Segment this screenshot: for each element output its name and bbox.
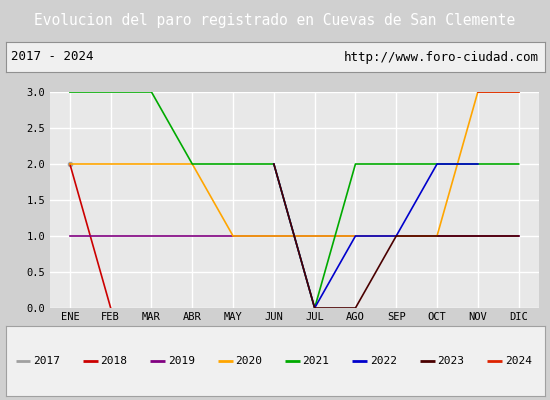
Text: 2020: 2020	[235, 356, 262, 366]
Text: Evolucion del paro registrado en Cuevas de San Clemente: Evolucion del paro registrado en Cuevas …	[34, 12, 516, 28]
Text: 2018: 2018	[101, 356, 128, 366]
Text: 2021: 2021	[302, 356, 329, 366]
Text: http://www.foro-ciudad.com: http://www.foro-ciudad.com	[344, 50, 539, 64]
Text: 2023: 2023	[437, 356, 464, 366]
Text: 2017 - 2024: 2017 - 2024	[11, 50, 94, 64]
Text: 2022: 2022	[370, 356, 397, 366]
Text: 2017: 2017	[33, 356, 60, 366]
Text: 2019: 2019	[168, 356, 195, 366]
Text: 2024: 2024	[505, 356, 532, 366]
